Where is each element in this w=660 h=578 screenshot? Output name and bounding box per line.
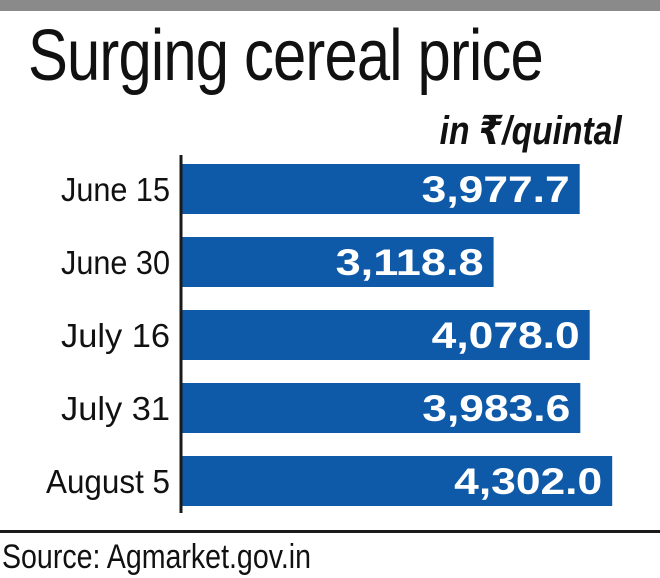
bottom-rule — [0, 530, 660, 533]
category-label: August 5 — [46, 463, 170, 500]
value-label: 3,977.7 — [422, 169, 570, 210]
bar — [181, 164, 580, 214]
top-rule — [0, 0, 660, 11]
category-label: July 16 — [61, 317, 170, 354]
bar — [181, 310, 590, 360]
source-note: Source: Agmarket.gov.in — [2, 538, 312, 576]
bar — [181, 383, 581, 433]
category-label: July 31 — [61, 390, 170, 427]
value-label: 3,983.6 — [422, 388, 570, 429]
bar — [181, 456, 613, 506]
category-label: June 15 — [61, 171, 170, 208]
bar-chart: June 15 3,977.7 June 30 3,118.8 July 16 4,078… — [46, 155, 613, 513]
bar — [181, 237, 494, 287]
unit-label: in ₹/quintal — [439, 109, 622, 153]
value-label: 4,078.0 — [432, 315, 580, 356]
chart-title: Surging cereal price — [28, 16, 544, 96]
category-label: June 30 — [61, 244, 170, 281]
value-label: 4,302.0 — [454, 461, 602, 502]
value-label: 3,118.8 — [336, 242, 484, 283]
bars-layer: June 15 3,977.7 June 30 3,118.8 July 16 4,078… — [46, 164, 613, 506]
